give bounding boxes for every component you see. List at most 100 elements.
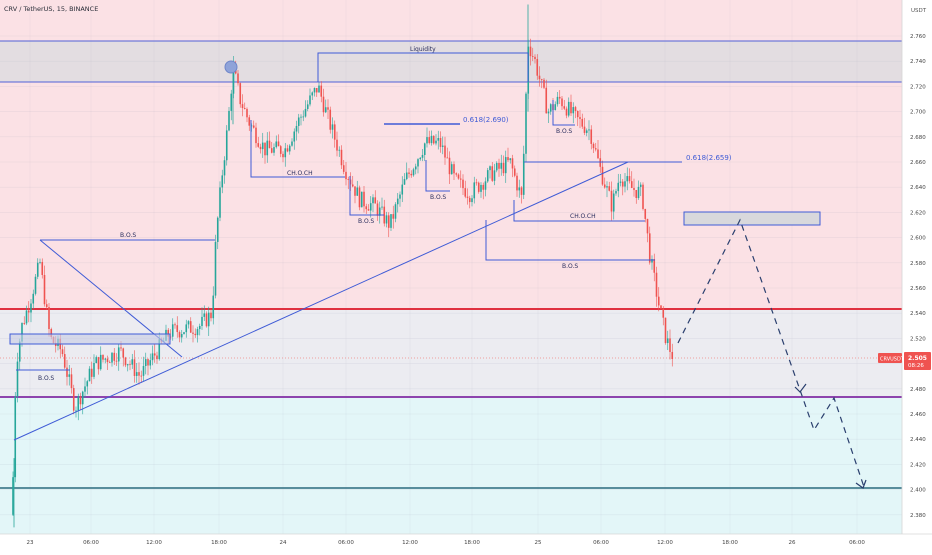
candle-body [237,73,239,84]
candle-body [421,154,424,158]
candle-body [453,164,455,174]
price-tick-label: 2.420 [910,462,926,468]
candle-body [32,293,35,304]
price-tick-label: 2.460 [910,412,926,418]
candle-body [225,130,228,161]
candle-body [511,158,514,169]
candle-body [153,353,156,356]
candle-body [475,182,478,184]
countdown-value: 08:26 [908,363,924,369]
candle-body [282,153,284,158]
candle-body [345,171,347,180]
candle-body [633,187,635,191]
candle-body [27,310,30,313]
candle-body [50,329,53,338]
candle-body [122,348,125,358]
candle-body [268,140,271,149]
candle-body [178,332,181,338]
candle-body [102,354,104,360]
candle-body [219,187,221,218]
candle-body [471,198,473,203]
candle-body [657,296,660,306]
candle-body [561,98,563,107]
fib-label-2: 0.618(2.659) [686,154,732,162]
candle-body [230,93,233,111]
candle-body [264,142,266,156]
candle-body [18,341,21,362]
candle-body [473,182,476,199]
time-axis[interactable] [0,534,932,550]
candle-body [75,410,77,412]
candle-body [599,158,602,167]
candle-body [171,324,174,337]
candle-body [554,104,557,111]
candle-body [79,396,82,405]
candle-body [583,126,586,133]
candle-body [617,182,620,192]
candle-body [176,325,179,333]
candle-body [597,149,599,159]
candle-body [259,146,262,150]
candle-body [273,147,275,153]
candle-body [45,304,48,308]
candle-body [619,181,622,183]
candle-body [99,354,102,370]
candle-body [558,96,561,99]
candle-body [621,181,624,187]
candle-body [329,109,332,130]
candle-body [576,110,579,118]
candle-body [556,96,559,105]
candle-body [61,349,64,355]
candle-body [338,149,341,151]
candle-body [612,193,615,212]
ticker-text: CRVUSDT [880,357,905,363]
candle-body [581,118,584,127]
price-tick-label: 2.740 [910,59,926,65]
candle-body [401,184,404,195]
candle-body [88,368,91,382]
candle-body [648,233,651,263]
candle-body [129,364,131,366]
candle-body [95,357,98,363]
high-marker [224,60,238,74]
price-tick-label: 2.620 [910,210,926,216]
candle-body [396,198,399,205]
ticker-badge [878,353,902,363]
liquidity-bracket [317,52,529,82]
time-tick-label: 18:00 [464,540,480,546]
liquidity-zone [0,41,902,82]
candle-body [23,323,26,324]
candle-body [63,354,66,368]
candle-body [140,375,143,377]
candle-body [408,172,410,174]
candle-body [502,162,505,174]
candle-body [644,208,647,219]
candle-body [381,206,383,208]
time-tick-label: 12:00 [657,540,673,546]
candle-body [295,125,298,132]
projection-path [677,218,865,488]
symbol-title[interactable]: CRV / TetherUS, 15, BINANCE [4,5,98,13]
currency-label: USDT [911,8,927,14]
price-tick-label: 2.560 [910,286,926,292]
price-axis[interactable] [902,0,932,550]
candle-body [70,374,73,389]
candle-body [360,191,363,208]
candle-body [392,214,395,219]
candle-body [468,197,471,203]
candle-body [149,360,152,366]
candle-body [378,207,381,216]
target-zone [683,211,821,226]
candle-body [246,108,248,118]
candle-body [212,295,215,319]
candle-body [466,196,469,198]
candle-body [642,184,644,209]
candle-body [588,129,590,131]
candle-body [594,148,597,150]
candle-body [275,141,278,148]
candle-body [441,145,444,147]
annotation-labels: Liquidity B.O.S B.O.S CH.O.CH B.O.S B.O.… [38,46,596,382]
candle-body [84,386,86,392]
